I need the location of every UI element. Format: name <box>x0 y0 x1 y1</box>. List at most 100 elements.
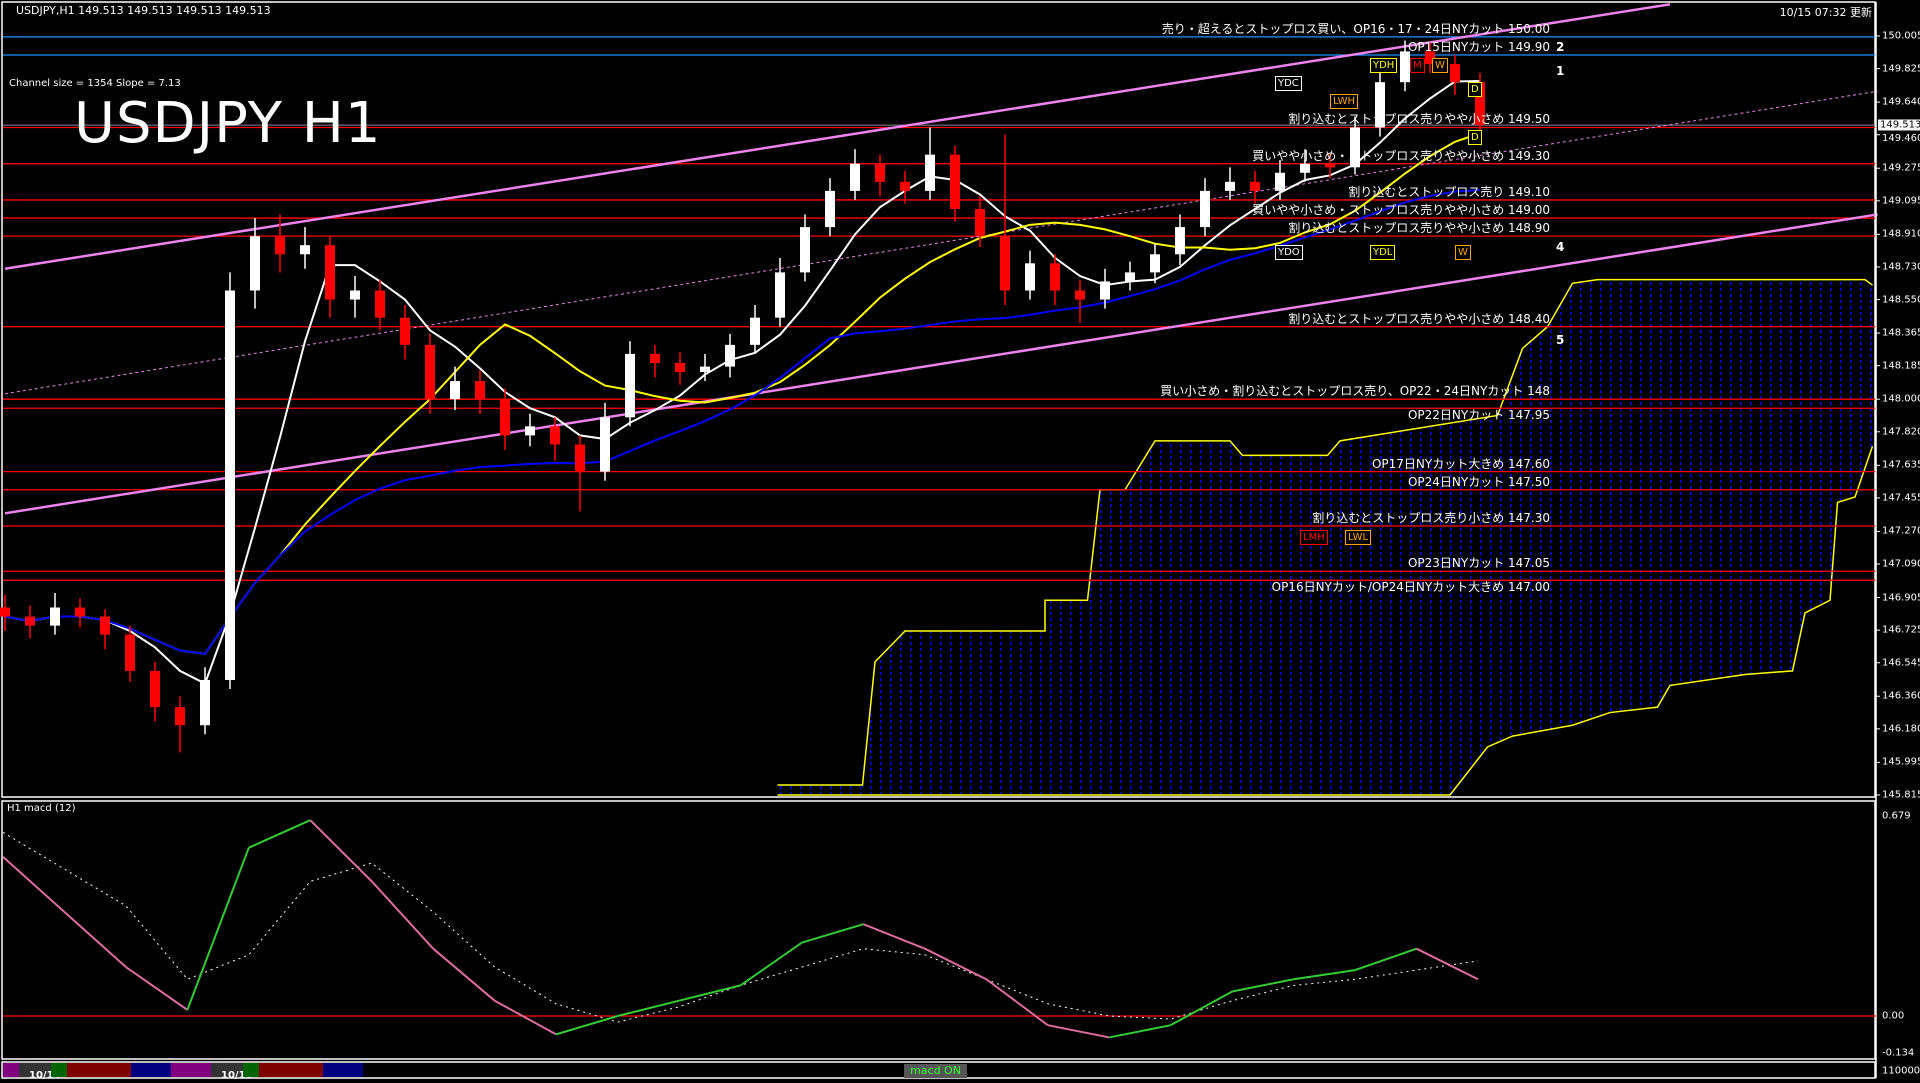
price-tick-label: 147.270 <box>1882 525 1920 537</box>
candle-bearish <box>325 245 335 300</box>
macd-main-segment <box>309 819 373 883</box>
candle-bullish <box>250 236 260 291</box>
macd-toggle-button[interactable]: macd ON <box>904 1064 967 1078</box>
candle-bearish <box>1425 51 1435 65</box>
candle-bullish <box>1375 82 1385 128</box>
channel-trendline <box>4 3 1671 270</box>
level-tag: M <box>1410 58 1425 73</box>
macd-main-segment <box>63 911 127 968</box>
macd-main-segment <box>678 984 741 1002</box>
level-label: OP17日NYカット大きめ 147.60 <box>1371 456 1550 471</box>
level-label: 買いやや小さめ・ストップロス売りやや小さめ 149.30 <box>1252 148 1550 163</box>
price-tick-label: 148.910 <box>1882 228 1920 240</box>
candle-bullish <box>725 344 735 367</box>
update-time: 10/15 07:32 更新 <box>1779 6 1872 19</box>
macd-main-segment <box>924 947 987 981</box>
candle-bullish <box>225 290 235 680</box>
level-label: 割り込むとストップロス売りやや小さめ 149.50 <box>1288 112 1550 127</box>
session-bar-segment <box>243 1063 259 1077</box>
candle-bearish <box>1450 64 1460 83</box>
level-tag: W <box>1455 245 1471 260</box>
session-bar-segment: 10/14 <box>19 1063 60 1081</box>
candle-bearish <box>275 236 285 255</box>
macd-main-segment <box>248 819 311 849</box>
level-label: OP24日NYカット 147.50 <box>1407 474 1550 489</box>
candle-bullish <box>450 381 460 400</box>
candle-bearish <box>1050 263 1060 291</box>
session-bar-segment <box>171 1063 211 1077</box>
candle-bullish <box>1125 272 1135 282</box>
macd-main-segment <box>1231 978 1294 993</box>
price-tick-label: 145.815 <box>1882 789 1920 801</box>
candle-bearish <box>100 616 110 635</box>
macd-main-segment <box>1293 969 1356 981</box>
cloud-lower-span <box>777 446 1874 796</box>
macd-main-segment <box>739 941 803 987</box>
candle-bullish <box>200 679 210 726</box>
candle-bullish <box>1400 51 1410 83</box>
candle-bullish <box>700 366 710 373</box>
projection-label: 1 <box>1556 64 1565 78</box>
candle-bearish <box>550 426 560 445</box>
candle-bullish <box>1300 163 1310 173</box>
candle-bearish <box>125 634 135 671</box>
level-label: 割り込むとストップロス売りやや小さめ 148.40 <box>1288 311 1550 326</box>
price-tick-label: 149.095 <box>1882 195 1920 207</box>
level-label: 買いやや小さめ・ストップロス売りやや小さめ 149.00 <box>1252 203 1550 218</box>
level-label: OP23日NYカット 147.05 <box>1407 556 1550 571</box>
macd-main-segment <box>555 1015 618 1036</box>
projection-label: 4 <box>1556 240 1565 254</box>
macd-signal-line <box>2 831 1479 1023</box>
session-bar-segment <box>3 1063 19 1077</box>
candle-bearish <box>75 607 85 617</box>
candle-bearish <box>0 607 10 617</box>
candle-bearish <box>950 154 960 209</box>
candle-bearish <box>650 353 660 363</box>
candle-bearish <box>975 208 985 237</box>
candle-bearish <box>375 290 385 318</box>
candle-bearish <box>900 181 910 191</box>
level-tag: LMH <box>1300 530 1328 545</box>
macd-main-segment <box>2 856 66 913</box>
candle-bullish <box>525 426 535 436</box>
level-label: 売り・超えるとストップロス買い、OP16・17・24日NYカット 150.00 <box>1161 21 1550 36</box>
macd-tick-label: 0.679 <box>1882 810 1911 822</box>
macd-main-segment <box>985 978 1049 1026</box>
level-tag: YDH <box>1370 58 1398 73</box>
candle-bullish <box>925 154 935 191</box>
candle-bullish <box>625 353 635 418</box>
macd-tick-label: -0.134 <box>1882 1047 1915 1059</box>
level-label: 割り込むとストップロス売り 149.10 <box>1348 184 1550 199</box>
macd-main-segment <box>1047 1024 1110 1039</box>
candle-bearish <box>1475 82 1485 126</box>
candle-bullish <box>825 190 835 228</box>
level-label: 割り込むとストップロス売りやや小さめ 148.90 <box>1288 221 1550 236</box>
macd-panel-frame <box>1 800 1876 1060</box>
level-tag: D <box>1468 82 1482 97</box>
macd-main-segment <box>125 966 188 1011</box>
price-tick-label: 148.000 <box>1882 393 1920 405</box>
candle-bearish <box>1000 236 1010 291</box>
price-tick-label: 146.360 <box>1882 690 1920 702</box>
level-label: 買い小さめ・割り込むとストップロス売り、OP22・24日NYカット 148 <box>1160 384 1550 399</box>
candle-bullish <box>800 227 810 273</box>
candle-bearish <box>1250 181 1260 191</box>
channel-info: Channel size = 1354 Slope = 7.13 <box>9 78 181 89</box>
channel-trendline <box>4 213 1878 515</box>
candle-bearish <box>675 362 685 373</box>
candle-bearish <box>400 317 410 345</box>
macd-main-segment <box>1354 947 1417 972</box>
candle-bearish <box>25 616 35 626</box>
session-bar-segment <box>67 1063 131 1077</box>
level-tag: D <box>1468 130 1482 145</box>
price-tick-label: 146.905 <box>1882 592 1920 604</box>
candle-bearish <box>425 344 435 400</box>
price-tick-label: 147.455 <box>1882 492 1920 504</box>
level-label: OP15日NYカット 149.90 <box>1407 40 1550 55</box>
candle-bearish <box>875 163 885 182</box>
price-tick-label: 147.820 <box>1882 426 1920 438</box>
cloud-upper-span <box>777 278 1873 786</box>
level-tag: YDL <box>1370 245 1396 260</box>
candle-bullish <box>1275 172 1285 191</box>
